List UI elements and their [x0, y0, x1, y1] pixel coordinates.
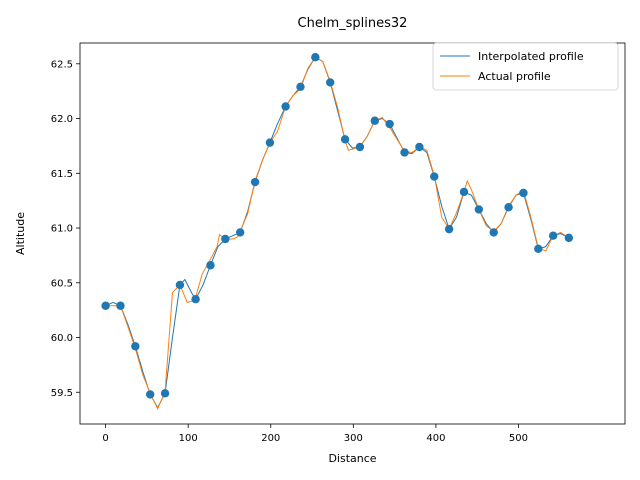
y-tick-label: 61.0: [51, 224, 73, 235]
data-point: [296, 82, 305, 91]
data-point: [400, 148, 409, 157]
data-point: [101, 301, 110, 310]
y-tick-label: 60.5: [51, 278, 73, 289]
y-tick-label: 62.5: [51, 59, 73, 70]
data-point: [459, 187, 469, 197]
data-point: [206, 261, 215, 270]
x-tick-label: 200: [261, 433, 280, 444]
data-point: [355, 142, 365, 152]
x-axis-ticks: 0 100 200 300 400 500: [102, 424, 528, 444]
plot-area-background: [80, 43, 625, 424]
data-point: [489, 228, 498, 237]
data-point: [191, 294, 200, 304]
data-point: [370, 116, 379, 125]
data-point: [281, 102, 290, 111]
y-axis-label: Altitude: [14, 212, 27, 255]
data-point: [160, 389, 170, 398]
plot-frame: [79, 42, 626, 425]
data-point: [504, 203, 513, 212]
data-point: [311, 53, 320, 62]
y-axis-ticks: 59.5 60.0 60.5 61.0 61.5 62.0 62.5: [51, 59, 80, 399]
y-tick-label: 60.0: [51, 333, 73, 344]
data-point: [474, 205, 484, 214]
x-tick-label: 400: [426, 433, 445, 444]
data-point: [415, 142, 424, 152]
data-point: [250, 177, 260, 187]
data-point: [548, 231, 558, 240]
data-point: [430, 172, 439, 181]
legend: Interpolated profile Actual profile: [432, 42, 619, 91]
data-point: [265, 138, 275, 147]
data-point: [340, 135, 350, 144]
data-point: [444, 224, 454, 234]
data-point: [221, 234, 230, 244]
x-tick-label: 0: [102, 433, 108, 444]
series-points: [101, 53, 574, 399]
x-tick-label: 500: [509, 433, 528, 444]
data-point: [385, 119, 394, 129]
legend-label-actual: Actual profile: [478, 70, 551, 83]
legend-box: [432, 42, 619, 91]
data-point: [519, 188, 528, 198]
data-point: [236, 228, 245, 237]
data-point: [145, 390, 155, 399]
y-tick-label: 61.5: [51, 169, 73, 180]
data-point: [534, 244, 543, 254]
y-tick-label: 62.0: [51, 114, 73, 125]
legend-label-interpolated: Interpolated profile: [478, 50, 584, 63]
chart-title: Chelm_splines32: [298, 16, 408, 31]
x-tick-label: 300: [344, 433, 363, 444]
data-point: [564, 233, 574, 243]
actual-profile-line: [105, 56, 570, 410]
data-point: [116, 301, 125, 310]
y-tick-label: 59.5: [51, 388, 73, 399]
x-tick-label: 100: [179, 433, 198, 444]
data-point: [175, 280, 185, 290]
data-point: [326, 78, 335, 87]
data-point: [131, 342, 140, 351]
x-axis-label: Distance: [328, 452, 376, 465]
